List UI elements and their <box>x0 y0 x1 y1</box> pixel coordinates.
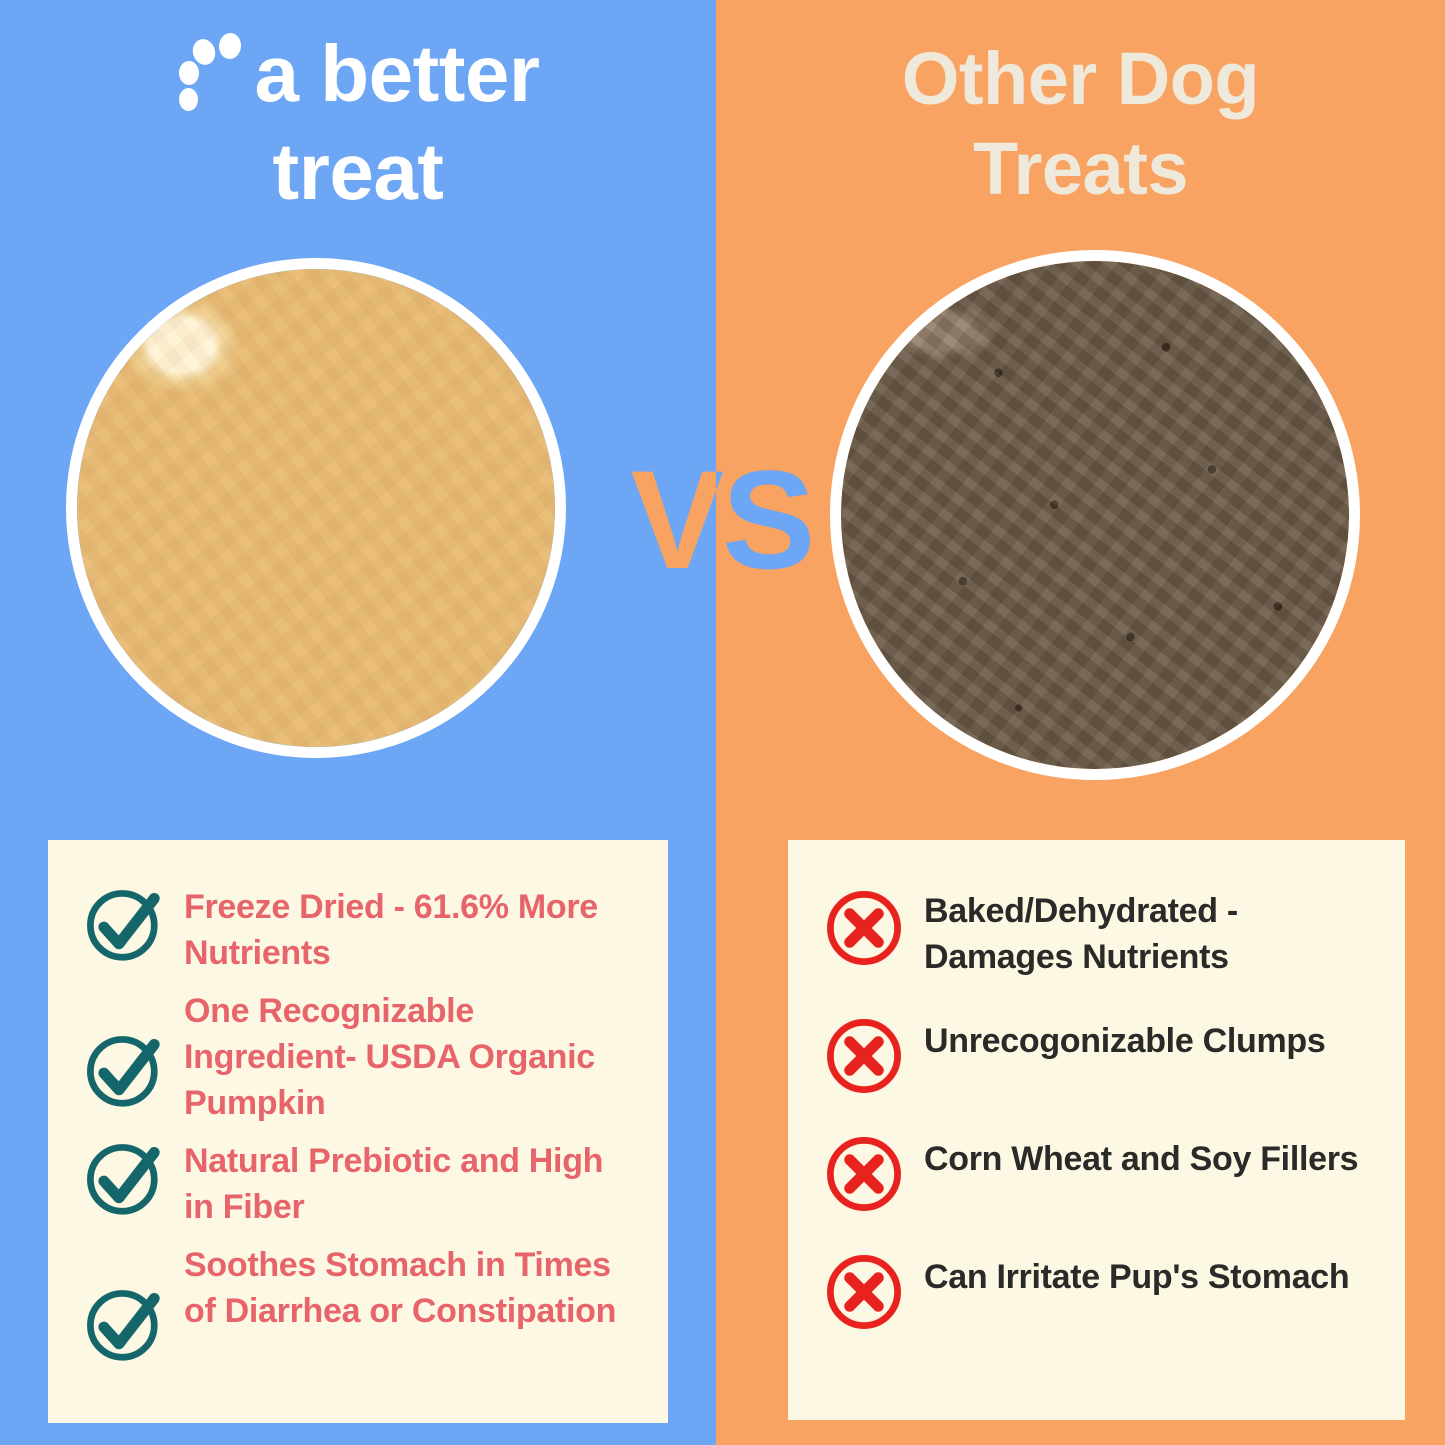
check-circle-icon <box>82 1134 166 1218</box>
list-item: Natural Prebiotic and High in Fiber <box>82 1134 634 1230</box>
brand-logo-row: a better <box>177 30 540 118</box>
vs-label-overlay: VS <box>630 441 815 598</box>
benefit-text: Soothes Stomach in Times of Diarrhea or … <box>184 1246 617 1330</box>
x-circle-icon <box>822 1250 906 1334</box>
brand-name-line-2: treat <box>272 127 444 216</box>
competitor-header: Other Dog Treats <box>716 34 1445 214</box>
list-item: Soothes Stomach in Times of Diarrhea or … <box>82 1238 634 1364</box>
brand-line-1-wrap: a better <box>0 30 716 128</box>
list-item: Can Irritate Pup's Stomach <box>822 1250 1375 1334</box>
list-item: Baked/Dehydrated - Damages Nutrients <box>822 884 1375 980</box>
vs-label-base: VS <box>630 441 816 598</box>
bone-biscuits-image <box>841 261 1349 769</box>
list-item: Freeze Dried - 61.6% More Nutrients <box>82 880 634 976</box>
vs-label: VS VS <box>587 445 857 595</box>
check-circle-icon <box>82 880 166 964</box>
benefit-text: Freeze Dried - 61.6% More Nutrients <box>184 888 598 972</box>
benefits-card: Freeze Dried - 61.6% More Nutrients One … <box>48 840 668 1423</box>
product-photo-right <box>830 250 1360 780</box>
drawback-text: Baked/Dehydrated - Damages Nutrients <box>924 892 1238 976</box>
drawbacks-card: Baked/Dehydrated - Damages Nutrients Unr… <box>788 840 1405 1420</box>
x-circle-icon <box>822 1014 906 1098</box>
brand-header: a better treat <box>0 30 716 216</box>
x-circle-icon <box>822 1132 906 1216</box>
drawback-text: Corn Wheat and Soy Fillers <box>924 1140 1359 1178</box>
benefit-text: One Recognizable Ingredient- USDA Organi… <box>184 992 595 1122</box>
drawback-text: Unrecogonizable Clumps <box>924 1022 1326 1060</box>
check-circle-icon <box>82 1280 166 1364</box>
list-item: Unrecogonizable Clumps <box>822 1014 1375 1098</box>
check-circle-icon <box>82 1026 166 1110</box>
drawback-text: Can Irritate Pup's Stomach <box>924 1258 1350 1296</box>
list-item: One Recognizable Ingredient- USDA Organi… <box>82 984 634 1126</box>
brand-name-line-1: a better <box>254 29 540 118</box>
competitor-title-line-2: Treats <box>972 127 1189 210</box>
freeze-dried-pumpkin-image <box>77 269 555 747</box>
benefit-text: Natural Prebiotic and High in Fiber <box>184 1142 604 1226</box>
competitor-title-line-1: Other Dog <box>901 37 1260 120</box>
x-circle-icon <box>822 886 906 970</box>
list-item: Corn Wheat and Soy Fillers <box>822 1132 1375 1216</box>
product-photo-left <box>66 258 566 758</box>
paw-print-icon <box>177 31 251 111</box>
